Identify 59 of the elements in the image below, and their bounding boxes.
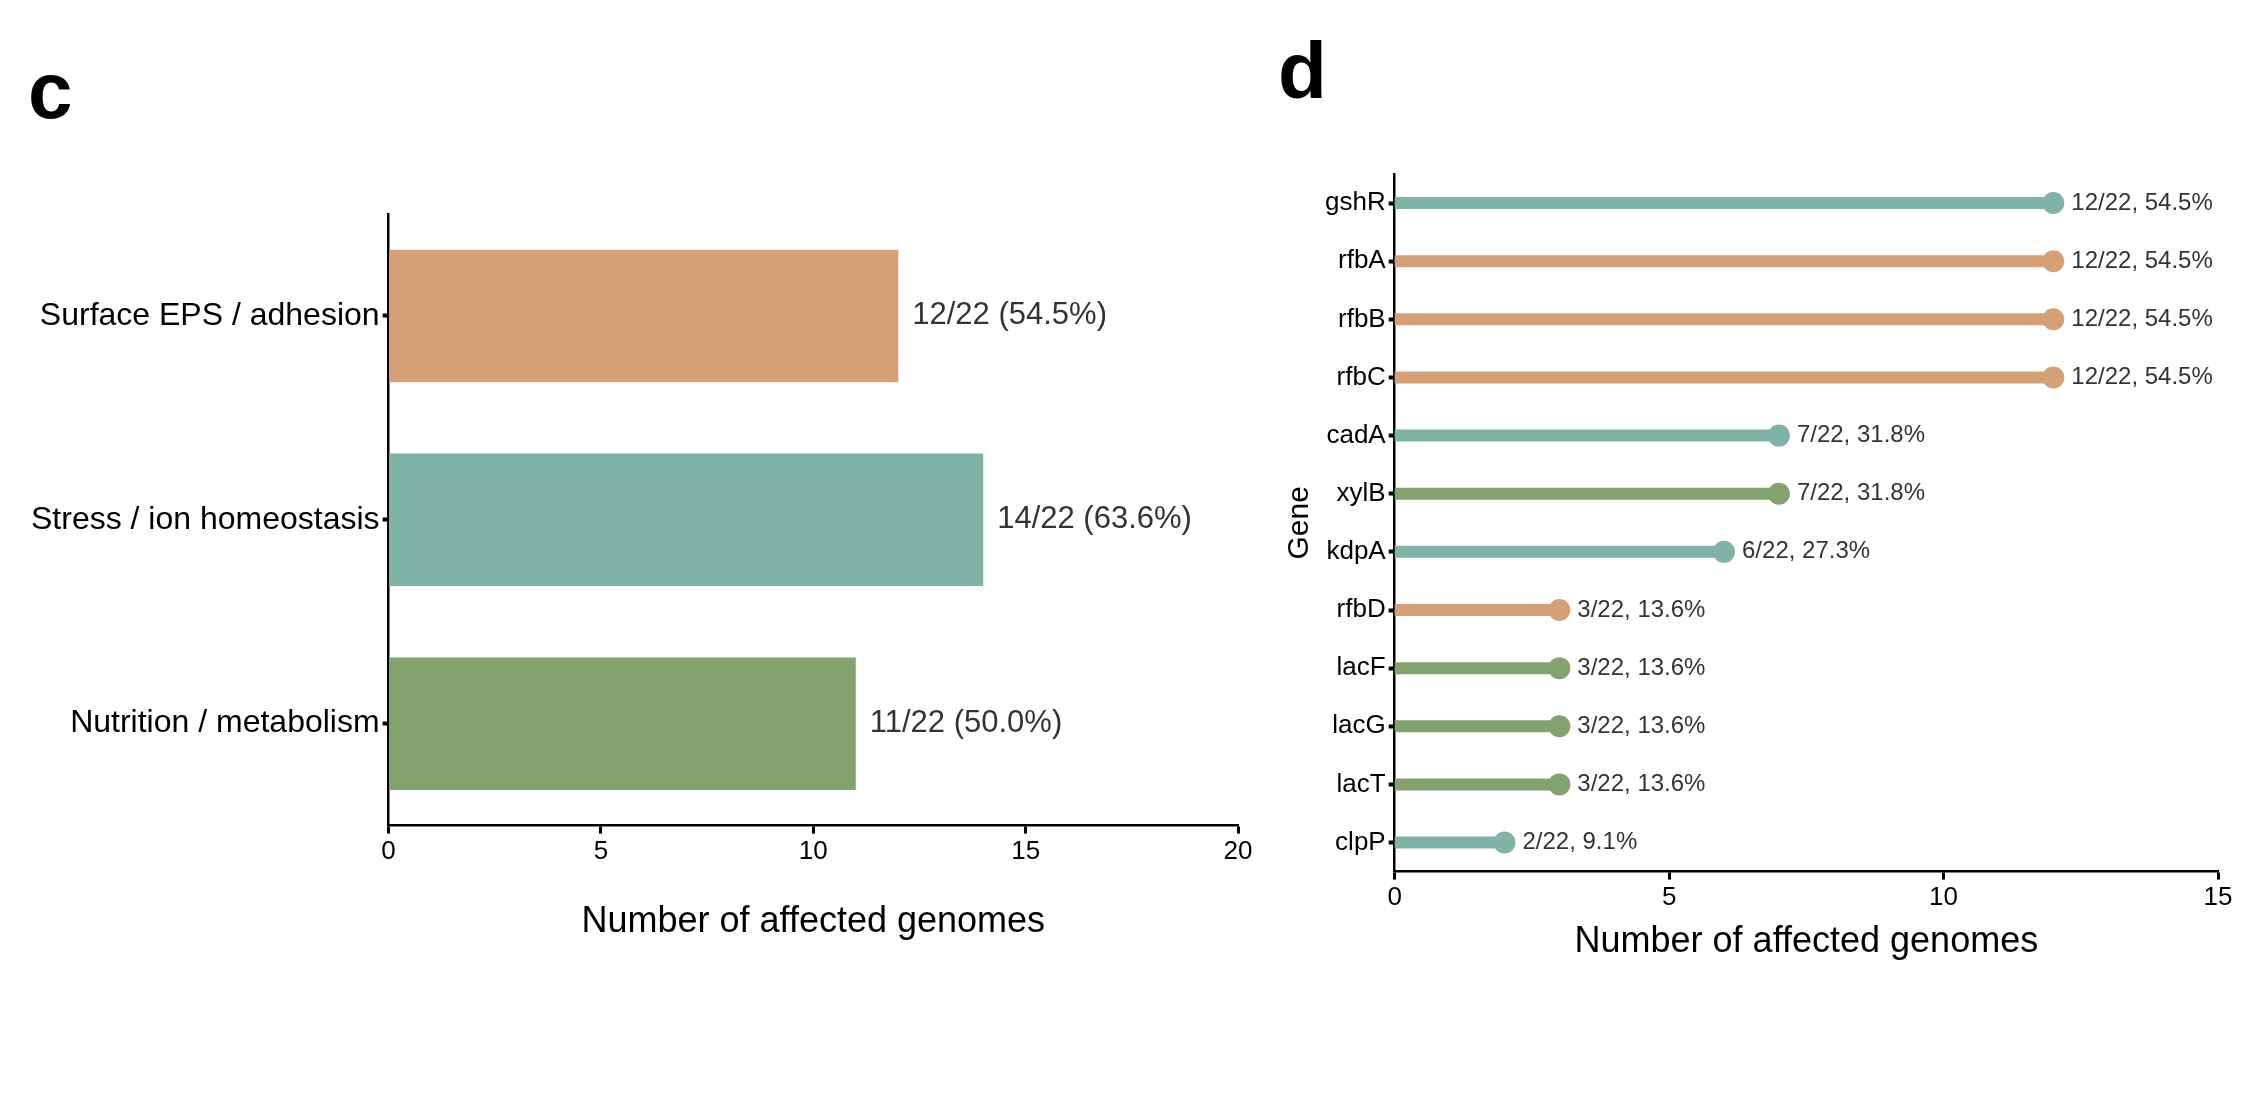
y-tick-label: xylB <box>1336 476 1386 507</box>
point <box>1713 540 1736 563</box>
y-tick-label: clpP <box>1335 825 1386 856</box>
point <box>2042 366 2065 389</box>
y-tick-label: kdpA <box>1326 535 1387 566</box>
data-label: 7/22, 31.8% <box>1796 420 1926 448</box>
data-label: 7/22, 31.8% <box>1796 478 1926 506</box>
x-tick-label: 10 <box>798 835 828 866</box>
x-tick-label: 5 <box>593 835 609 866</box>
data-label: 3/22, 13.6% <box>1577 710 1706 738</box>
point <box>1767 424 1790 447</box>
data-label: 3/22, 13.6% <box>1577 652 1706 680</box>
x-axis-title: Number of affected genomes <box>581 899 1046 941</box>
point <box>1548 599 1571 621</box>
data-label: 3/22, 13.6% <box>1577 594 1706 622</box>
y-tick-label: Surface EPS / adhesion <box>39 295 380 332</box>
point <box>2042 192 2065 215</box>
y-tick-label: Nutrition / metabolism <box>70 703 380 740</box>
y-tick-label: gshR <box>1324 186 1386 217</box>
point <box>1548 715 1571 738</box>
data-label: 12/22, 54.5% <box>2071 245 2213 273</box>
y-axis-title: Gene <box>1281 486 1315 560</box>
x-tick-label: 20 <box>1223 835 1253 866</box>
point <box>2042 308 2065 331</box>
point <box>2042 250 2065 273</box>
y-tick-label: rfbB <box>1338 302 1386 333</box>
data-label: 14/22 (63.6%) <box>997 500 1192 536</box>
y-tick-label: rfbA <box>1338 244 1387 275</box>
x-tick-label: 15 <box>1011 835 1041 866</box>
x-tick-label: 0 <box>381 835 396 866</box>
y-tick-label: lacG <box>1332 709 1386 740</box>
bar <box>389 453 984 587</box>
bar <box>389 249 899 383</box>
y-tick-label: lacF <box>1336 651 1386 682</box>
point <box>1548 657 1571 680</box>
point <box>1767 482 1790 505</box>
x-tick-label: 0 <box>1387 881 1402 912</box>
bar <box>389 657 856 790</box>
data-label: 12/22 (54.5%) <box>912 296 1107 332</box>
data-label: 2/22, 9.1% <box>1522 827 1638 855</box>
data-label: 12/22, 54.5% <box>2071 303 2213 331</box>
data-label: 12/22, 54.5% <box>2071 187 2213 215</box>
point <box>1548 773 1571 796</box>
data-label: 3/22, 13.6% <box>1577 769 1706 797</box>
x-axis-title: Number of affected genomes <box>1574 919 2039 961</box>
chart-title: c <box>28 46 73 136</box>
data-label: 12/22, 54.5% <box>2071 362 2213 390</box>
x-tick-label: 5 <box>1661 881 1677 912</box>
y-tick-label: cadA <box>1326 418 1387 449</box>
point <box>1493 831 1516 854</box>
chart-title: d <box>1278 26 1327 116</box>
data-label: 6/22, 27.3% <box>1742 536 1871 564</box>
x-tick-label: 15 <box>2203 881 2233 912</box>
x-tick-label: 10 <box>1929 881 1959 912</box>
y-tick-label: Stress / ion homeostasis <box>31 499 380 536</box>
y-tick-label: rfbD <box>1336 593 1386 624</box>
y-tick-label: lacT <box>1336 767 1386 798</box>
y-tick-label: rfbC <box>1336 360 1386 391</box>
data-label: 11/22 (50.0%) <box>869 704 1063 740</box>
